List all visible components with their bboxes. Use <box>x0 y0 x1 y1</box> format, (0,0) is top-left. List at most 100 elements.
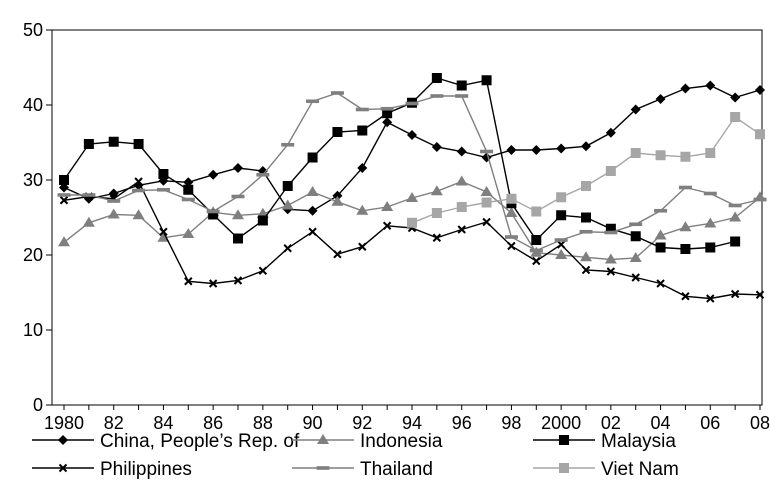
data-point-viet-nam <box>755 129 765 140</box>
data-point-philippines <box>333 250 342 259</box>
data-point-indonesia <box>704 217 717 228</box>
data-point-malaysia <box>531 235 542 245</box>
data-point-indonesia <box>82 216 95 227</box>
data-point-viet-nam <box>556 192 567 203</box>
data-point-thailand <box>604 230 618 235</box>
x-marker-stroke <box>308 227 317 236</box>
x-tick-label: 88 <box>253 413 273 433</box>
x-marker-stroke <box>208 279 218 288</box>
data-point-philippines <box>233 276 243 285</box>
x-marker-stroke <box>755 290 765 299</box>
data-point-thailand <box>355 107 369 112</box>
data-point-thailand <box>728 203 742 208</box>
data-point-philippines <box>532 256 541 266</box>
data-point-philippines <box>681 292 690 301</box>
x-tick-label: 84 <box>153 413 173 433</box>
data-point-indonesia <box>232 209 244 220</box>
legend-entry-philippines: Philippines <box>32 459 192 480</box>
data-point-thailand <box>654 208 668 213</box>
data-point-viet-nam <box>481 197 492 208</box>
data-point-viet-nam <box>431 208 442 218</box>
x-axis-ticks: 1980 82 84 86 88 90 92 94 96 98 2000 02 04 06 08 <box>44 405 770 433</box>
data-point-indonesia <box>729 211 742 222</box>
x-marker-stroke <box>730 289 740 299</box>
data-point-philippines <box>730 289 740 299</box>
data-point-malaysia <box>282 181 293 191</box>
data-point-thailand <box>455 94 469 98</box>
y-tick-label: 40 <box>23 95 43 115</box>
data-point-malaysia <box>307 152 318 163</box>
data-point-philippines <box>656 279 665 288</box>
data-point-philippines <box>631 273 640 282</box>
x-tick-label: 08 <box>750 413 770 433</box>
data-point-viet-nam <box>605 166 616 176</box>
data-point-philippines <box>184 277 193 286</box>
x-marker-stroke <box>333 250 342 259</box>
data-point-indonesia <box>505 207 518 217</box>
chart-legend: China, People’s Rep. of Indonesia Malaysia… <box>32 431 679 480</box>
data-point-indonesia <box>306 186 319 196</box>
data-point-china-people-s-rep-of <box>456 146 467 157</box>
x-marker-stroke <box>631 273 640 282</box>
data-point-philippines <box>308 227 317 236</box>
series-thailand <box>57 91 767 253</box>
x-tick-label: 94 <box>402 413 422 433</box>
y-tick-label: 50 <box>23 20 43 40</box>
data-point-thailand <box>753 197 767 202</box>
legend-marker <box>317 434 329 444</box>
x-marker-stroke <box>432 233 442 242</box>
data-point-china-people-s-rep-of <box>705 80 716 91</box>
data-point-china-people-s-rep-of <box>556 143 567 154</box>
data-point-china-people-s-rep-of <box>407 130 417 140</box>
legend-label: Philippines <box>100 459 192 480</box>
data-point-indonesia <box>182 228 195 238</box>
x-tick-label: 86 <box>203 413 223 433</box>
data-point-viet-nam <box>655 150 666 161</box>
x-marker-stroke <box>283 244 292 253</box>
series-indonesia <box>58 175 766 264</box>
x-tick-label: 06 <box>700 413 720 433</box>
data-point-china-people-s-rep-of <box>730 92 741 103</box>
data-point-thailand <box>554 238 568 242</box>
data-point-philippines <box>581 265 591 275</box>
data-point-philippines <box>134 177 143 186</box>
legend-label: Indonesia <box>360 431 443 452</box>
plot-frame <box>51 29 763 406</box>
series-line-malaysia <box>63 77 736 250</box>
data-point-viet-nam <box>730 112 741 122</box>
data-point-china-people-s-rep-of <box>581 141 591 152</box>
data-point-thailand <box>57 193 71 197</box>
data-point-malaysia <box>382 108 393 119</box>
legend-marker <box>559 463 569 473</box>
data-point-china-people-s-rep-of <box>755 85 765 95</box>
x-tick-label: 90 <box>303 413 323 433</box>
x-tick-label: 82 <box>104 413 124 433</box>
series-philippines <box>59 177 765 303</box>
data-point-thailand <box>380 106 394 111</box>
data-point-thailand <box>306 99 320 104</box>
data-point-viet-nam <box>630 148 641 158</box>
data-point-malaysia <box>581 212 591 223</box>
data-point-philippines <box>706 294 715 303</box>
data-point-philippines <box>208 279 218 288</box>
data-point-malaysia <box>431 73 442 83</box>
data-point-malaysia <box>456 80 467 91</box>
data-point-indonesia <box>430 185 443 196</box>
data-point-philippines <box>283 244 292 253</box>
data-point-viet-nam <box>456 202 467 212</box>
x-marker-stroke <box>706 294 715 303</box>
data-point-malaysia <box>481 75 492 86</box>
y-tick-label: 20 <box>23 245 43 265</box>
data-point-indonesia <box>604 253 617 264</box>
data-point-malaysia <box>208 209 219 220</box>
data-point-china-people-s-rep-of <box>531 145 542 155</box>
data-point-indonesia <box>629 252 642 262</box>
data-point-indonesia <box>654 229 667 240</box>
data-point-china-people-s-rep-of <box>233 163 243 173</box>
data-point-china-people-s-rep-of <box>506 145 517 155</box>
data-point-viet-nam <box>680 151 691 162</box>
data-point-thailand <box>107 199 121 203</box>
data-point-malaysia <box>705 242 716 253</box>
x-marker-stroke <box>457 225 466 234</box>
